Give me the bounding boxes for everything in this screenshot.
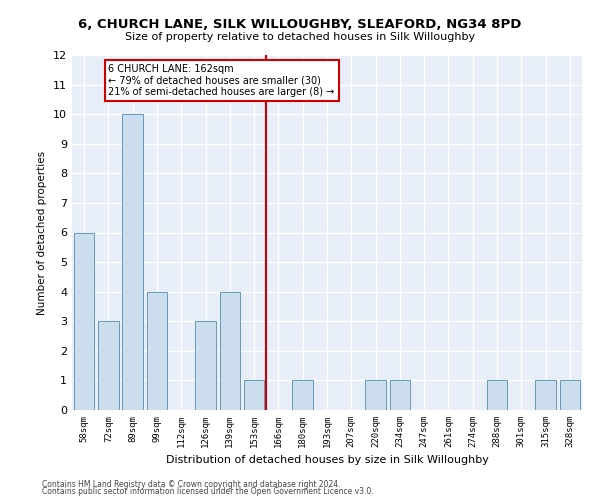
Bar: [389, 380, 410, 410]
Text: 6 CHURCH LANE: 162sqm
← 79% of detached houses are smaller (30)
21% of semi-deta: 6 CHURCH LANE: 162sqm ← 79% of detached …: [109, 64, 335, 97]
Bar: [74, 232, 94, 410]
Bar: [244, 380, 265, 410]
Bar: [535, 380, 556, 410]
Text: 6, CHURCH LANE, SILK WILLOUGHBY, SLEAFORD, NG34 8PD: 6, CHURCH LANE, SILK WILLOUGHBY, SLEAFOR…: [79, 18, 521, 30]
Bar: [146, 292, 167, 410]
Bar: [365, 380, 386, 410]
Bar: [98, 322, 119, 410]
Bar: [122, 114, 143, 410]
Text: Contains HM Land Registry data © Crown copyright and database right 2024.: Contains HM Land Registry data © Crown c…: [42, 480, 341, 489]
Text: Contains public sector information licensed under the Open Government Licence v3: Contains public sector information licen…: [42, 487, 374, 496]
Text: Size of property relative to detached houses in Silk Willoughby: Size of property relative to detached ho…: [125, 32, 475, 42]
Bar: [487, 380, 508, 410]
Y-axis label: Number of detached properties: Number of detached properties: [37, 150, 47, 314]
X-axis label: Distribution of detached houses by size in Silk Willoughby: Distribution of detached houses by size …: [166, 456, 488, 466]
Bar: [292, 380, 313, 410]
Bar: [220, 292, 240, 410]
Bar: [195, 322, 216, 410]
Bar: [560, 380, 580, 410]
